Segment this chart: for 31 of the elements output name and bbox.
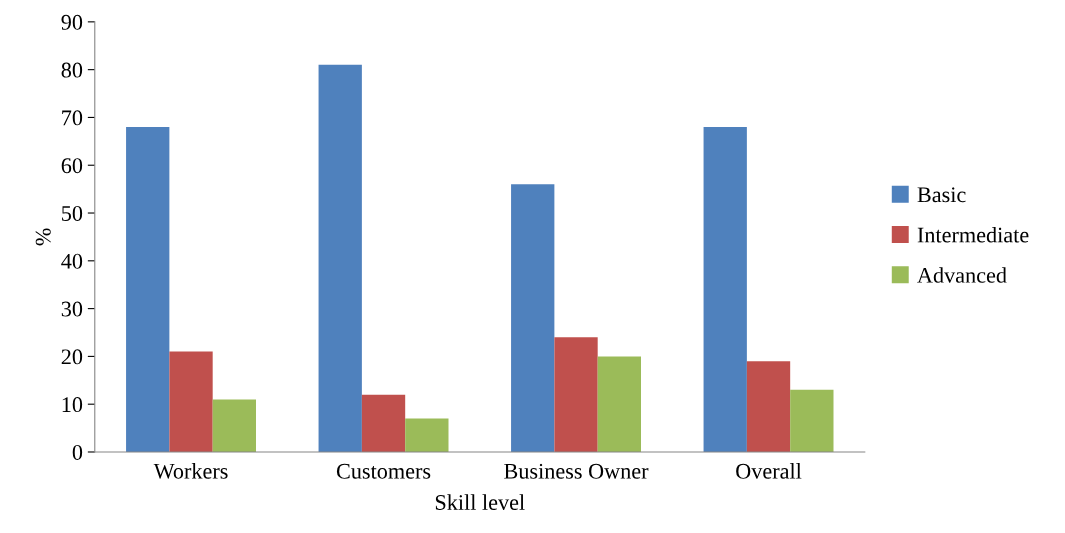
y-tick-label: 40 <box>61 253 83 269</box>
y-tick-label: 60 <box>61 158 83 174</box>
y-tick-label: 0 <box>72 444 83 460</box>
x-tick-label: Customers <box>336 463 431 479</box>
bar <box>597 356 641 452</box>
x-axis-title: Skill level <box>435 494 525 510</box>
legend-label: Basic <box>917 187 966 203</box>
y-tick-label: 70 <box>62 110 83 126</box>
y-tick-label: 80 <box>61 62 83 78</box>
x-tick-label: Business Owner <box>504 463 649 479</box>
bar <box>126 127 170 452</box>
bar <box>703 127 747 452</box>
y-tick-label: 30 <box>61 301 83 317</box>
y-axis-title: % <box>35 228 51 246</box>
bar <box>212 399 256 452</box>
x-tick-label: Overall <box>736 463 802 479</box>
legend-label: Advanced <box>917 267 1007 283</box>
y-tick-label: 90 <box>61 14 83 30</box>
y-tick-label: 10 <box>62 397 83 413</box>
bar <box>361 394 406 452</box>
bar <box>554 337 598 452</box>
bar <box>746 361 791 452</box>
y-tick-label: 20 <box>61 349 83 365</box>
legend-label: Intermediate <box>917 226 1029 243</box>
bar <box>511 184 555 452</box>
bar <box>169 351 213 452</box>
bar <box>790 389 834 452</box>
y-tick-label: 50 <box>62 205 83 221</box>
bar <box>318 64 362 452</box>
bar <box>405 418 449 452</box>
x-tick-label: Workers <box>153 463 228 479</box>
